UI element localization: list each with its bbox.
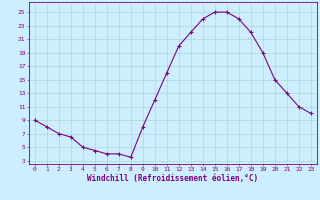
X-axis label: Windchill (Refroidissement éolien,°C): Windchill (Refroidissement éolien,°C) [87, 174, 258, 183]
